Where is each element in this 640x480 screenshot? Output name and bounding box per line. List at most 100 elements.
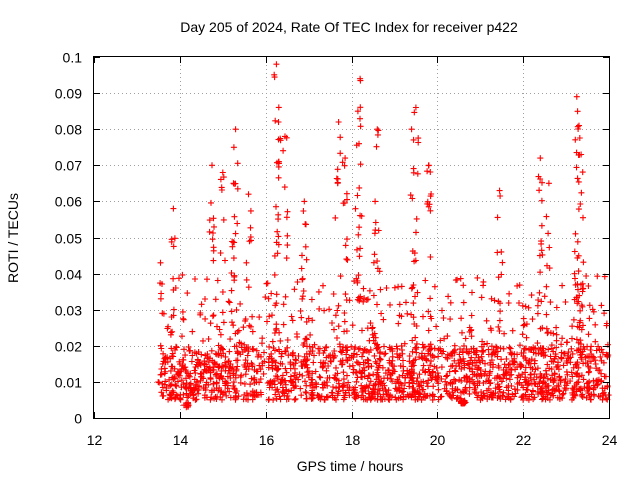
- data-point: [410, 357, 417, 364]
- data-point: [485, 385, 492, 392]
- data-point: [184, 370, 191, 377]
- data-point: [449, 395, 455, 402]
- data-point: [599, 349, 606, 356]
- data-point: [495, 274, 502, 281]
- data-point: [544, 375, 551, 382]
- data-point: [353, 370, 360, 376]
- data-point: [220, 216, 227, 223]
- data-point: [595, 367, 602, 374]
- data-point: [232, 395, 239, 402]
- data-point: [374, 126, 381, 133]
- data-point: [495, 384, 502, 391]
- data-point: [219, 363, 225, 370]
- data-point: [448, 363, 454, 370]
- data-point: [528, 391, 535, 398]
- data-point: [386, 344, 393, 351]
- data-point: [357, 296, 363, 302]
- data-point: [183, 404, 190, 411]
- data-point: [255, 391, 262, 398]
- data-point: [185, 344, 192, 350]
- data-point: [579, 286, 586, 292]
- data-point: [310, 359, 317, 366]
- data-point: [357, 104, 364, 111]
- data-point: [588, 358, 594, 365]
- data-point: [413, 229, 419, 236]
- data-point: [381, 343, 387, 350]
- data-point: [410, 385, 417, 391]
- data-point: [195, 359, 202, 366]
- data-point: [462, 384, 469, 391]
- data-point: [377, 356, 384, 363]
- data-point: [361, 373, 368, 380]
- data-point: [558, 349, 565, 356]
- data-point: [533, 374, 540, 381]
- data-point: [581, 384, 588, 391]
- data-point: [598, 302, 605, 309]
- data-point: [406, 353, 413, 359]
- data-point: [357, 212, 364, 219]
- data-point: [309, 376, 316, 383]
- data-point: [308, 379, 315, 386]
- data-point: [230, 379, 237, 386]
- data-point: [265, 295, 272, 302]
- data-point: [303, 335, 310, 342]
- data-point: [321, 380, 328, 387]
- data-point: [182, 352, 189, 359]
- data-point: [512, 390, 519, 397]
- data-point: [535, 173, 542, 180]
- data-point: [188, 358, 195, 365]
- data-point: [174, 378, 181, 385]
- data-point: [359, 327, 365, 334]
- data-point: [441, 335, 448, 342]
- data-point: [377, 349, 384, 356]
- data-point: [601, 373, 608, 380]
- data-point: [573, 93, 580, 100]
- data-point: [420, 344, 427, 351]
- data-point: [432, 373, 439, 380]
- data-point: [354, 246, 360, 253]
- data-point: [219, 169, 226, 176]
- data-point: [435, 396, 442, 403]
- data-point: [598, 370, 605, 377]
- data-point: [581, 346, 588, 353]
- data-point: [230, 144, 237, 151]
- data-point: [556, 394, 563, 401]
- data-point: [236, 339, 243, 346]
- data-point: [449, 385, 456, 392]
- data-point: [183, 375, 189, 382]
- data-point: [365, 296, 371, 303]
- data-point: [356, 140, 362, 147]
- data-point: [273, 395, 280, 402]
- data-point: [357, 245, 364, 252]
- data-point: [559, 335, 566, 342]
- data-point: [557, 377, 564, 383]
- data-point: [494, 214, 501, 221]
- data-point: [340, 369, 347, 376]
- data-point: [423, 357, 430, 364]
- data-point: [474, 371, 481, 378]
- data-point: [427, 193, 434, 200]
- data-point: [590, 386, 597, 393]
- data-point: [230, 255, 237, 262]
- y-tick-label: 0.02: [55, 339, 82, 355]
- data-point: [164, 354, 171, 361]
- data-point: [340, 382, 347, 389]
- data-point: [381, 351, 388, 358]
- data-point: [373, 376, 380, 383]
- data-point: [545, 230, 552, 237]
- data-point: [578, 351, 585, 358]
- data-point: [499, 259, 506, 266]
- data-point: [364, 356, 371, 363]
- data-point: [409, 363, 416, 370]
- data-point: [451, 367, 458, 374]
- data-point: [225, 298, 232, 305]
- data-point: [217, 346, 224, 353]
- data-point: [386, 359, 393, 366]
- data-point: [544, 262, 550, 269]
- data-point: [443, 381, 450, 388]
- data-point: [323, 367, 330, 374]
- data-point: [462, 335, 469, 342]
- data-point: [443, 373, 450, 380]
- data-point: [456, 351, 463, 358]
- data-point: [502, 396, 509, 403]
